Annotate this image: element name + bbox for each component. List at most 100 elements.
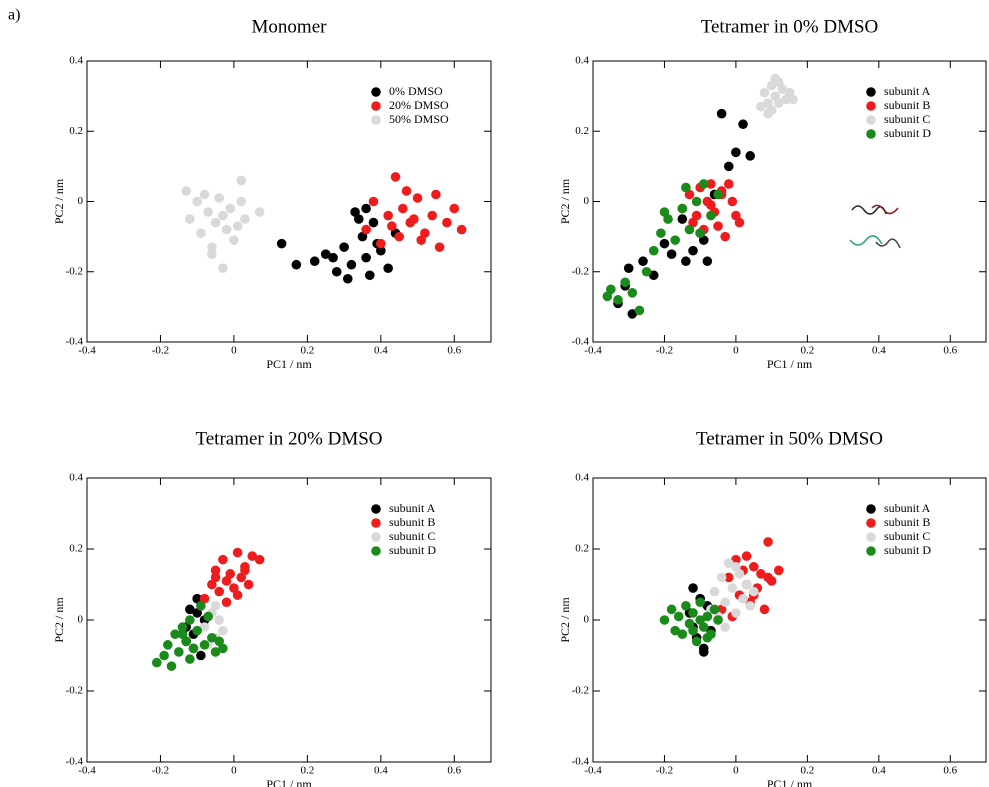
point (177, 629, 188, 639)
point (365, 270, 375, 281)
point (709, 604, 720, 615)
point (763, 537, 773, 547)
point (383, 210, 393, 221)
point (456, 224, 467, 235)
y-tick-label: 0 (78, 614, 84, 626)
point (361, 203, 371, 214)
legend-label: subunit D (884, 543, 931, 557)
point (695, 615, 705, 625)
x-tick-label: 0.6 (447, 765, 461, 777)
x-axis-label: PC1 / nm (266, 777, 312, 787)
point (291, 259, 302, 270)
point (416, 235, 427, 245)
point (759, 87, 770, 98)
point (346, 259, 357, 270)
point (745, 151, 755, 161)
point (339, 242, 349, 252)
legend-marker (866, 87, 876, 97)
x-tick-label: -0.4 (584, 345, 602, 357)
legend-label: subunit B (389, 515, 435, 529)
point (276, 238, 287, 249)
point (773, 565, 784, 576)
y-tick-label: 0.2 (575, 543, 589, 555)
point (777, 84, 788, 94)
point (627, 288, 638, 298)
point (442, 217, 452, 228)
point (634, 305, 645, 316)
y-tick-label: -0.4 (66, 756, 84, 768)
point (229, 235, 239, 245)
legend-label: subunit A (884, 501, 931, 515)
legend-marker (371, 546, 381, 556)
point (361, 252, 371, 263)
point (232, 547, 243, 558)
point (207, 632, 217, 643)
point (188, 643, 199, 654)
point (199, 640, 210, 650)
y-tick-label: -0.4 (572, 336, 590, 348)
point (720, 597, 730, 608)
point (218, 625, 228, 636)
point (727, 583, 738, 593)
point (731, 554, 741, 565)
point (199, 622, 210, 632)
point (738, 119, 748, 130)
point (210, 217, 221, 228)
legend-label: subunit C (884, 529, 930, 543)
point (695, 597, 705, 608)
point (620, 277, 630, 288)
point (673, 611, 684, 622)
point (716, 604, 727, 615)
point (706, 200, 716, 210)
point (240, 565, 250, 576)
y-axis-label: PC2 / nm (558, 597, 572, 643)
x-tick-label: -0.4 (78, 345, 96, 357)
point (185, 604, 195, 615)
protein-inset (849, 204, 901, 249)
point (656, 228, 666, 238)
point (368, 217, 379, 228)
point (623, 263, 634, 274)
point (185, 615, 195, 625)
point (309, 256, 320, 267)
x-tick-label: 0 (231, 345, 237, 357)
legend-marker (371, 532, 381, 542)
point (181, 636, 191, 647)
point (706, 210, 716, 221)
point (670, 625, 680, 636)
point (606, 284, 616, 295)
point (192, 593, 202, 604)
point (192, 608, 202, 618)
point (731, 608, 741, 618)
point (236, 196, 247, 207)
point (723, 558, 734, 568)
point (720, 231, 730, 242)
y-tick-label: -0.2 (572, 685, 589, 697)
x-tick-label: 0 (733, 345, 739, 357)
y-tick-label: 0.4 (69, 55, 83, 67)
point (756, 101, 766, 112)
legend-marker (371, 518, 381, 528)
legend-label: subunit A (389, 501, 436, 515)
point (401, 186, 412, 196)
point (748, 586, 759, 597)
x-tick-label: 0.6 (943, 765, 957, 777)
point (243, 579, 254, 590)
y-axis-label: PC2 / nm (558, 178, 572, 224)
x-tick-label: 0.2 (300, 765, 314, 777)
x-tick-label: 0.4 (374, 345, 388, 357)
point (225, 569, 236, 579)
legend-label: 50% DMSO (389, 112, 449, 126)
point (368, 196, 379, 207)
point (214, 193, 225, 203)
point (236, 175, 247, 186)
point (361, 224, 371, 235)
point (763, 108, 773, 119)
legend-label: 0% DMSO (389, 84, 443, 98)
y-tick-label: 0 (78, 195, 84, 207)
chart-title: Tetramer in 50% DMSO (696, 428, 883, 449)
point (236, 572, 247, 583)
y-tick-label: 0.2 (69, 125, 83, 137)
point (163, 640, 173, 650)
point (232, 221, 243, 231)
